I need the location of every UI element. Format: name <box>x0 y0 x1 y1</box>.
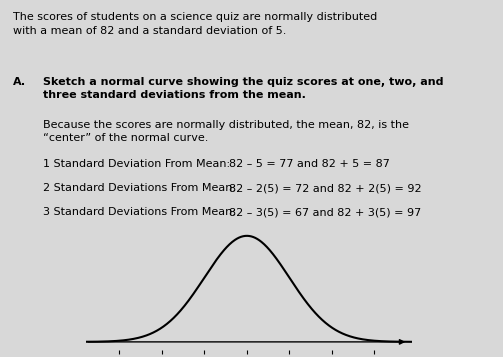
Text: 1 Standard Deviation From Mean:: 1 Standard Deviation From Mean: <box>43 159 230 169</box>
Text: 2 Standard Deviations From Mean:: 2 Standard Deviations From Mean: <box>43 183 236 193</box>
Text: 82 – 3(5) = 67 and 82 + 3(5) = 97: 82 – 3(5) = 67 and 82 + 3(5) = 97 <box>229 207 421 217</box>
Text: 82 – 5 = 77 and 82 + 5 = 87: 82 – 5 = 77 and 82 + 5 = 87 <box>229 159 390 169</box>
Text: Sketch a normal curve showing the quiz scores at one, two, and
three standard de: Sketch a normal curve showing the quiz s… <box>43 77 443 100</box>
Text: The scores of students on a science quiz are normally distributed
with a mean of: The scores of students on a science quiz… <box>13 12 377 36</box>
Text: Because the scores are normally distributed, the mean, 82, is the
“center” of th: Because the scores are normally distribu… <box>43 120 409 143</box>
Text: 82 – 2(5) = 72 and 82 + 2(5) = 92: 82 – 2(5) = 72 and 82 + 2(5) = 92 <box>229 183 422 193</box>
Text: 3 Standard Deviations From Mean:: 3 Standard Deviations From Mean: <box>43 207 235 217</box>
Text: A.: A. <box>13 77 26 87</box>
